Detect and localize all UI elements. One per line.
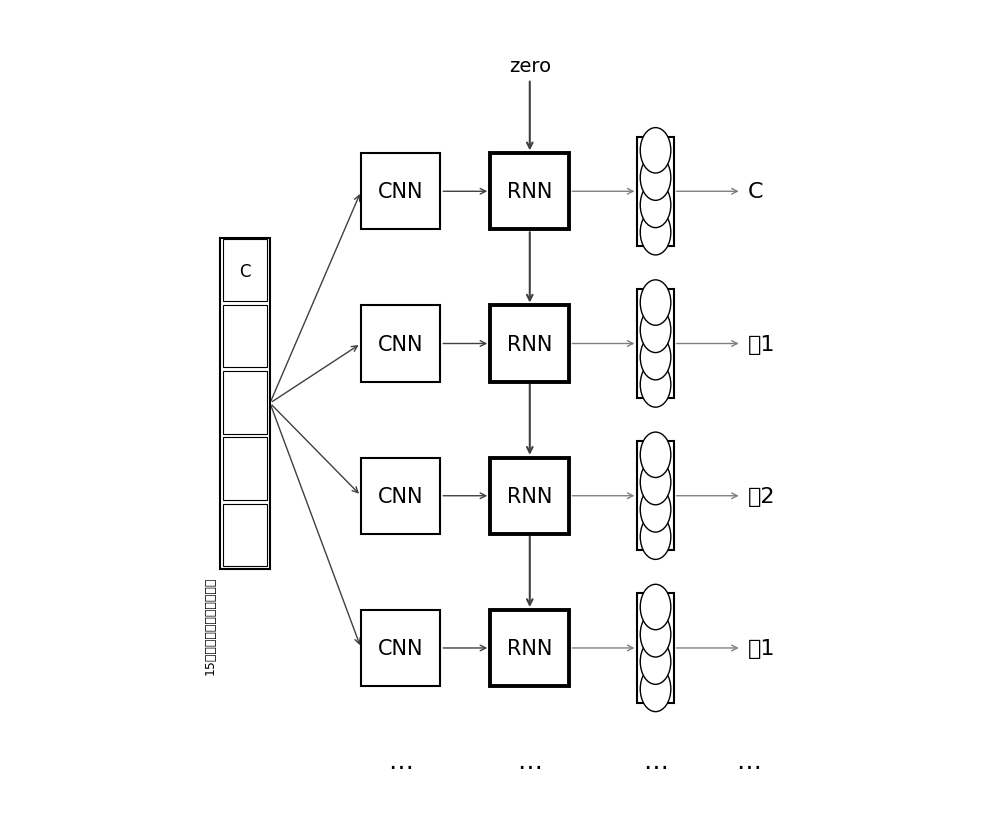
- Bar: [637, 594, 674, 703]
- Bar: [490, 458, 569, 534]
- Ellipse shape: [640, 487, 671, 533]
- Bar: [223, 504, 267, 566]
- Ellipse shape: [640, 183, 671, 228]
- Text: ⋯: ⋯: [736, 755, 761, 779]
- Bar: [637, 289, 674, 399]
- Ellipse shape: [640, 612, 671, 657]
- Bar: [361, 306, 440, 382]
- Bar: [490, 154, 569, 230]
- Bar: [223, 306, 267, 368]
- Text: 区1: 区1: [748, 638, 776, 658]
- Bar: [490, 306, 569, 382]
- Bar: [637, 442, 674, 551]
- Text: ⋯: ⋯: [643, 755, 668, 779]
- Ellipse shape: [640, 128, 671, 174]
- Bar: [220, 238, 270, 569]
- Bar: [490, 610, 569, 686]
- Text: 景2: 景2: [748, 486, 776, 506]
- Bar: [223, 240, 267, 302]
- Text: 15个主要刻度位置分布信息: 15个主要刻度位置分布信息: [204, 576, 217, 674]
- Text: zero: zero: [509, 57, 551, 76]
- Text: CNN: CNN: [378, 486, 423, 506]
- Ellipse shape: [640, 514, 671, 560]
- Bar: [361, 610, 440, 686]
- Text: C: C: [239, 262, 251, 280]
- Ellipse shape: [640, 362, 671, 408]
- Bar: [361, 458, 440, 534]
- Ellipse shape: [640, 433, 671, 478]
- Ellipse shape: [640, 308, 671, 353]
- Text: CNN: CNN: [378, 182, 423, 202]
- Text: ⋯: ⋯: [517, 755, 542, 779]
- Text: RNN: RNN: [507, 334, 552, 354]
- Ellipse shape: [640, 335, 671, 380]
- Text: ⋯: ⋯: [388, 755, 413, 779]
- Ellipse shape: [640, 210, 671, 256]
- Text: 景1: 景1: [748, 334, 776, 354]
- Bar: [637, 137, 674, 246]
- Ellipse shape: [640, 639, 671, 685]
- Text: CNN: CNN: [378, 638, 423, 658]
- Ellipse shape: [640, 460, 671, 505]
- Text: RNN: RNN: [507, 182, 552, 202]
- Bar: [223, 372, 267, 434]
- Ellipse shape: [640, 280, 671, 326]
- Bar: [361, 154, 440, 230]
- Bar: [223, 438, 267, 500]
- Ellipse shape: [640, 155, 671, 201]
- Ellipse shape: [640, 585, 671, 630]
- Text: RNN: RNN: [507, 486, 552, 506]
- Text: C: C: [748, 182, 764, 202]
- Ellipse shape: [640, 667, 671, 712]
- Text: RNN: RNN: [507, 638, 552, 658]
- Text: CNN: CNN: [378, 334, 423, 354]
